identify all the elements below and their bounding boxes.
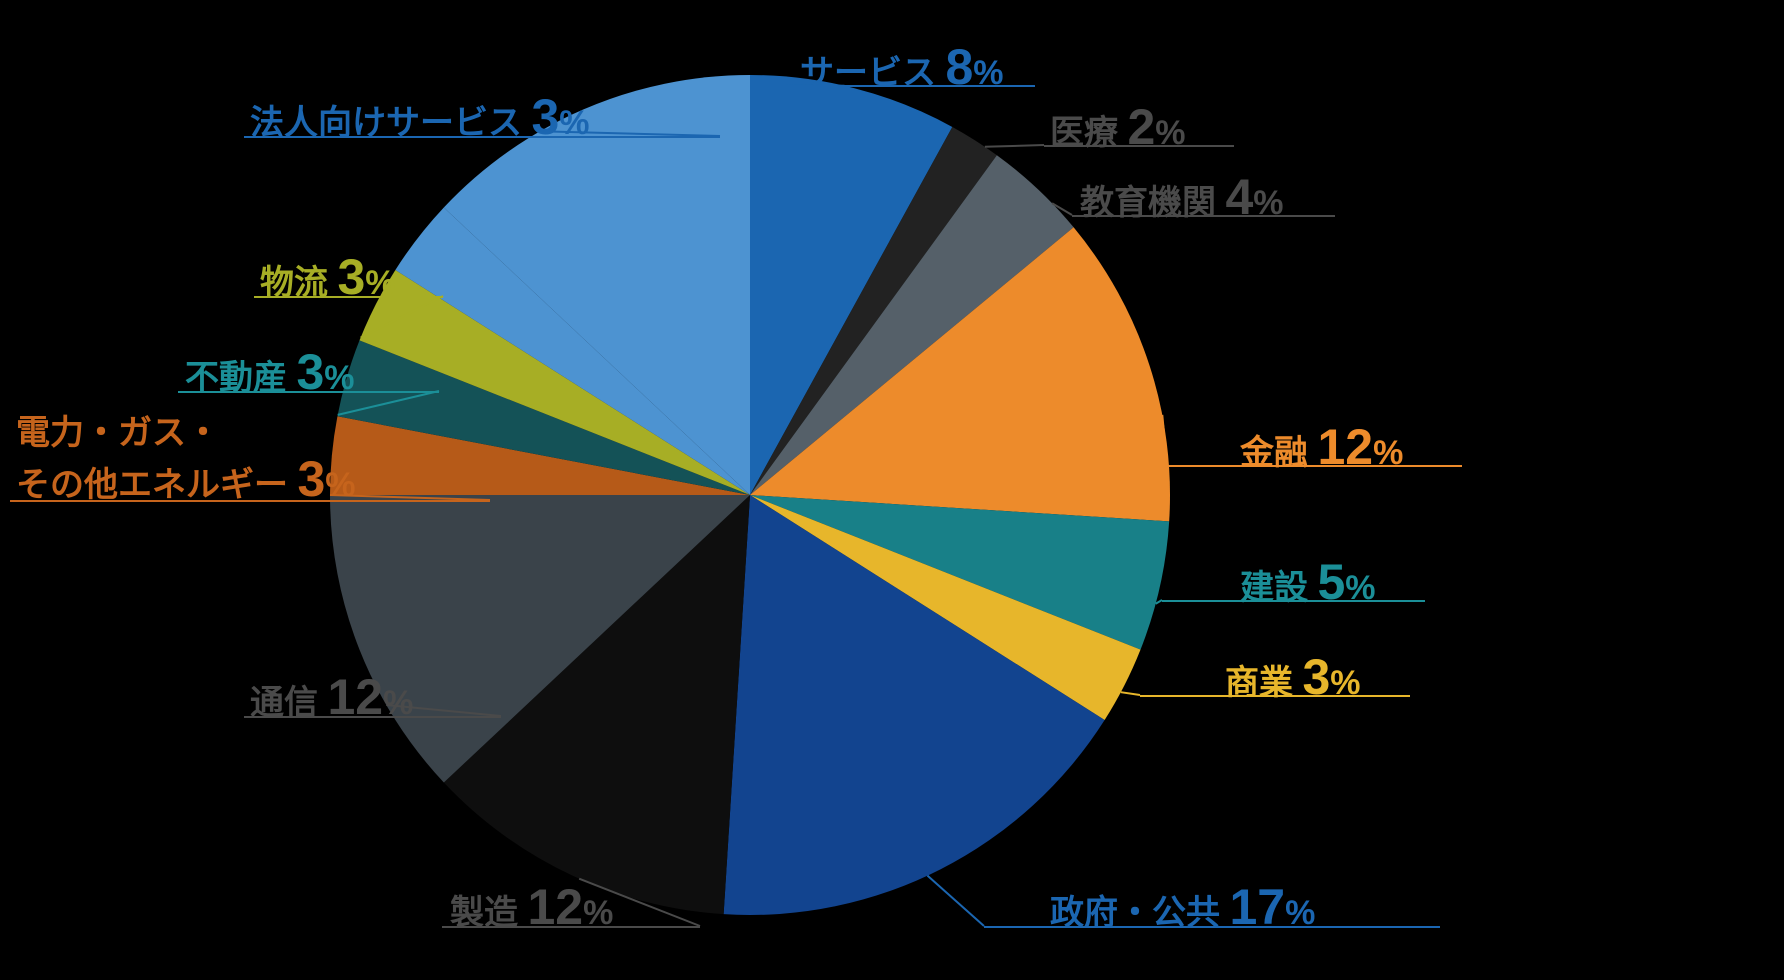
label-value: 8 [945, 39, 973, 95]
percent-sign: % [1345, 569, 1375, 607]
label-commerce: 商業 3% [1225, 650, 1361, 705]
label-logistics: 物流 3% [260, 250, 396, 305]
label-text-line1: 電力・ガス・ [16, 415, 356, 452]
percent-sign: % [365, 264, 395, 302]
percent-sign: % [1373, 434, 1403, 472]
percent-sign: % [973, 54, 1003, 92]
label-value: 4 [1225, 169, 1253, 225]
percent-sign: % [325, 466, 355, 504]
label-text: サービス [800, 54, 945, 92]
pie-chart-canvas: サービス 8%医療 2%教育機関 4%金融 12%建設 5%商業 3%政府・公共… [0, 0, 1784, 980]
label-value: 12 [527, 879, 583, 935]
label-text: 政府・公共 [1050, 894, 1229, 932]
label-text: 商業 [1225, 664, 1302, 702]
leader-commerce [1121, 692, 1140, 695]
leader-finance [1162, 415, 1167, 465]
label-text: 医療 [1050, 114, 1127, 152]
label-b2b-services: 法人向けサービス 3% [250, 90, 590, 145]
label-text: 建設 [1240, 569, 1317, 607]
label-value: 2 [1127, 99, 1155, 155]
label-text: 教育機関 [1080, 184, 1225, 222]
label-text-line2: その他エネルギー [16, 466, 297, 504]
label-value: 5 [1317, 554, 1345, 610]
label-telecom: 通信 12% [250, 670, 413, 725]
label-energy: 電力・ガス・その他エネルギー 3% [16, 415, 356, 507]
label-text: 通信 [250, 684, 327, 722]
leader-education [1052, 203, 1072, 215]
percent-sign: % [1253, 184, 1283, 222]
label-value: 3 [297, 451, 325, 507]
percent-sign: % [583, 894, 613, 932]
label-value: 3 [1302, 649, 1330, 705]
label-value: 12 [1317, 419, 1373, 475]
label-realestate: 不動産 3% [185, 345, 355, 400]
label-education: 教育機関 4% [1080, 170, 1284, 225]
percent-sign: % [1285, 894, 1315, 932]
label-finance: 金融 12% [1240, 420, 1403, 475]
label-services: サービス 8% [800, 40, 1004, 95]
label-value: 3 [337, 249, 365, 305]
label-text: 法人向けサービス [250, 104, 531, 142]
label-text: 不動産 [185, 359, 296, 397]
label-medical: 医療 2% [1050, 100, 1186, 155]
label-text: 物流 [260, 264, 337, 302]
label-construction: 建設 5% [1240, 555, 1376, 610]
label-value: 17 [1229, 879, 1285, 935]
percent-sign: % [1155, 114, 1185, 152]
leader-medical [985, 145, 1044, 147]
label-manufacturing: 製造 12% [450, 880, 613, 935]
label-value: 12 [327, 669, 383, 725]
label-government: 政府・公共 17% [1050, 880, 1315, 935]
percent-sign: % [559, 104, 589, 142]
percent-sign: % [383, 684, 413, 722]
label-value: 3 [296, 344, 324, 400]
label-text: 金融 [1240, 434, 1317, 472]
percent-sign: % [324, 359, 354, 397]
label-text: 製造 [450, 894, 527, 932]
percent-sign: % [1330, 664, 1360, 702]
leader-government [927, 876, 984, 926]
label-value: 3 [531, 89, 559, 145]
